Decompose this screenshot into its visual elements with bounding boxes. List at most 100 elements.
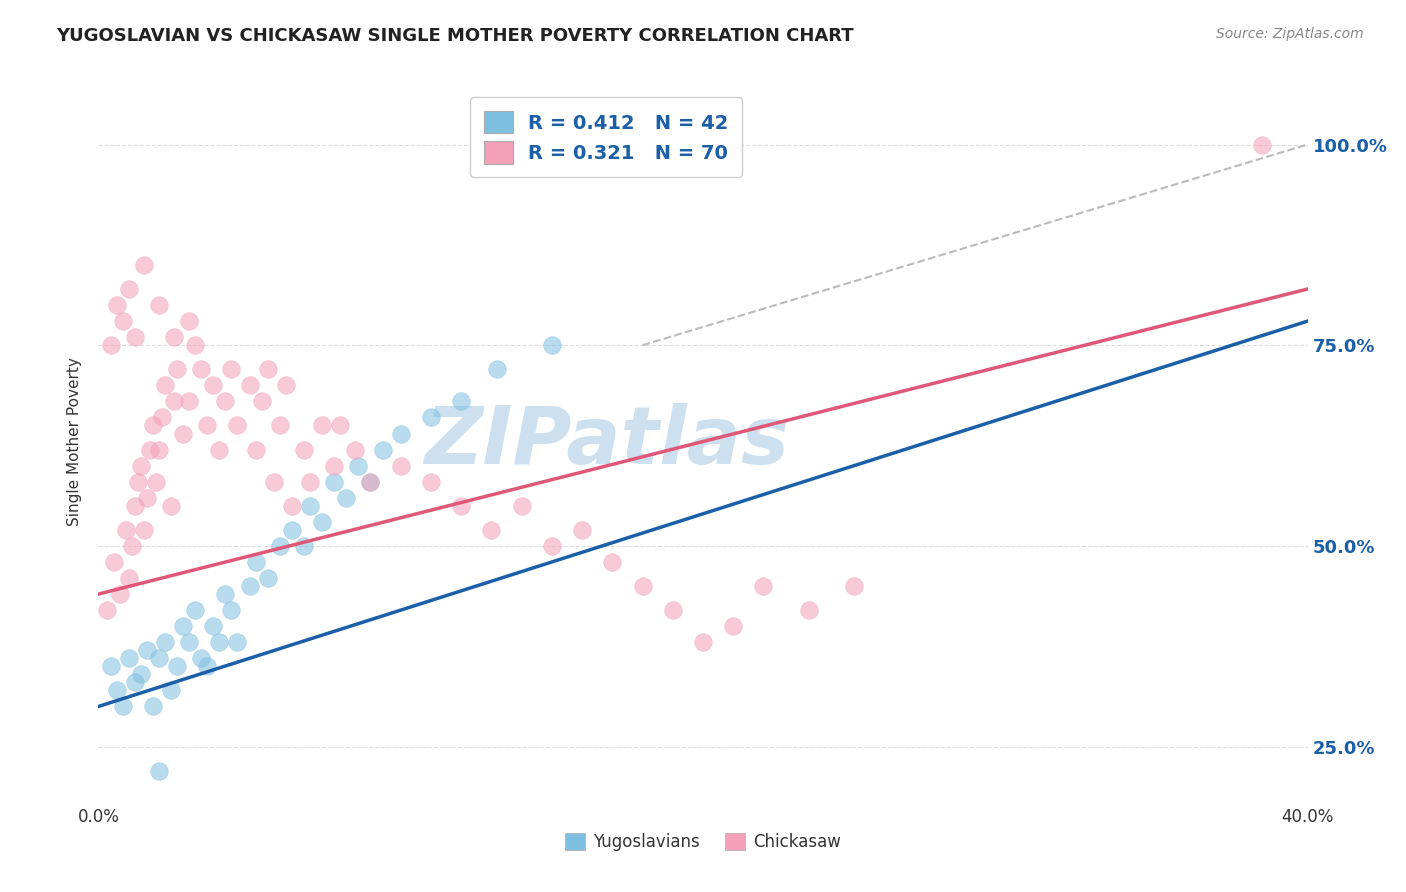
Text: YUGOSLAVIAN VS CHICKASAW SINGLE MOTHER POVERTY CORRELATION CHART: YUGOSLAVIAN VS CHICKASAW SINGLE MOTHER P… <box>56 27 853 45</box>
Point <box>166 362 188 376</box>
Point <box>239 378 262 392</box>
Point <box>540 539 562 553</box>
Point <box>281 523 304 537</box>
Point <box>844 579 866 593</box>
Point <box>723 619 745 633</box>
Point <box>208 442 231 457</box>
Point <box>250 394 273 409</box>
Point <box>221 362 243 376</box>
Point <box>202 378 225 392</box>
Point <box>631 579 654 593</box>
Point <box>299 475 322 489</box>
Point <box>389 426 412 441</box>
Point <box>100 338 122 352</box>
Point <box>135 643 157 657</box>
Point <box>311 418 333 433</box>
Legend: Yugoslavians, Chickasaw: Yugoslavians, Chickasaw <box>557 825 849 860</box>
Point <box>124 330 146 344</box>
Point <box>108 587 131 601</box>
Point <box>371 442 394 457</box>
Point <box>172 619 194 633</box>
Point <box>195 659 218 673</box>
Point <box>124 499 146 513</box>
Point <box>103 555 125 569</box>
Point <box>114 523 136 537</box>
Point <box>389 458 412 473</box>
Point <box>486 362 509 376</box>
Point <box>292 539 315 553</box>
Point <box>360 475 382 489</box>
Point <box>510 499 533 513</box>
Point <box>132 523 155 537</box>
Point <box>214 394 236 409</box>
Point <box>172 426 194 441</box>
Point <box>150 410 173 425</box>
Point <box>450 394 472 409</box>
Point <box>100 659 122 673</box>
Point <box>263 475 285 489</box>
Point <box>281 499 304 513</box>
Point <box>329 418 352 433</box>
Point <box>129 458 152 473</box>
Point <box>221 603 243 617</box>
Point <box>96 603 118 617</box>
Point <box>420 475 443 489</box>
Point <box>245 442 267 457</box>
Point <box>323 475 346 489</box>
Point <box>179 394 201 409</box>
Point <box>239 579 262 593</box>
Point <box>190 651 212 665</box>
Point <box>202 619 225 633</box>
Point <box>142 418 165 433</box>
Point <box>184 338 207 352</box>
Point <box>179 635 201 649</box>
Point <box>274 378 297 392</box>
Point <box>299 499 322 513</box>
Point <box>105 298 128 312</box>
Point <box>344 442 367 457</box>
Point <box>160 499 183 513</box>
Point <box>129 667 152 681</box>
Point <box>269 539 291 553</box>
Point <box>163 330 186 344</box>
Point <box>153 378 176 392</box>
Point <box>420 410 443 425</box>
Point <box>132 258 155 272</box>
Point <box>166 659 188 673</box>
Point <box>142 699 165 714</box>
Point <box>226 418 249 433</box>
Point <box>335 491 357 505</box>
Point <box>195 418 218 433</box>
Point <box>124 675 146 690</box>
Point <box>193 820 215 834</box>
Point <box>179 314 201 328</box>
Y-axis label: Single Mother Poverty: Single Mother Poverty <box>67 357 83 526</box>
Point <box>118 571 141 585</box>
Point <box>121 539 143 553</box>
Point <box>118 282 141 296</box>
Point <box>135 491 157 505</box>
Text: ZIPatlas: ZIPatlas <box>423 402 789 481</box>
Point <box>571 523 593 537</box>
Point <box>105 683 128 698</box>
Point <box>602 555 624 569</box>
Point <box>752 579 775 593</box>
Point <box>360 475 382 489</box>
Point <box>292 442 315 457</box>
Point <box>139 442 162 457</box>
Point <box>1251 137 1274 152</box>
Point <box>145 475 167 489</box>
Point <box>148 651 170 665</box>
Point <box>163 394 186 409</box>
Point <box>111 314 134 328</box>
Point <box>160 683 183 698</box>
Point <box>148 442 170 457</box>
Point <box>269 418 291 433</box>
Point <box>148 298 170 312</box>
Text: Source: ZipAtlas.com: Source: ZipAtlas.com <box>1216 27 1364 41</box>
Point <box>127 475 149 489</box>
Point <box>153 635 176 649</box>
Point <box>323 458 346 473</box>
Point <box>226 635 249 649</box>
Point <box>692 635 714 649</box>
